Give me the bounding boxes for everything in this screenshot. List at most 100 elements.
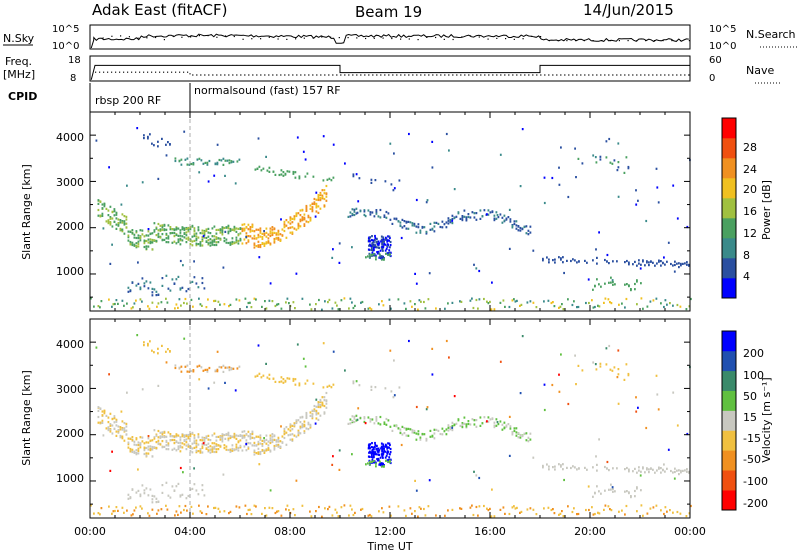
velocity-cell — [291, 424, 294, 427]
power-cell — [291, 226, 294, 229]
power-cell — [117, 222, 120, 225]
velocity-cell — [257, 451, 260, 454]
velocity-cell — [325, 402, 328, 405]
power-cell — [374, 239, 376, 242]
nsearch-point — [636, 40, 638, 42]
velocity-cell — [237, 434, 240, 437]
velocity-cell — [141, 440, 144, 443]
power-cell — [310, 308, 313, 311]
power-cell — [400, 236, 403, 240]
power-cell — [352, 306, 355, 310]
power-cell — [247, 228, 250, 231]
power-cell — [576, 261, 578, 264]
velocity-cell — [521, 335, 524, 338]
velocity-cell — [213, 447, 216, 450]
velocity-cell — [179, 446, 182, 449]
power-cell — [139, 298, 142, 301]
power-cell — [192, 162, 195, 165]
velocity-cell — [680, 471, 682, 474]
velocity-cell — [153, 436, 156, 439]
power-cell — [105, 220, 108, 223]
velocity-cell — [596, 463, 598, 466]
velocity-cell — [303, 423, 306, 426]
velocity-cell — [511, 506, 514, 509]
power-cell — [293, 218, 296, 221]
power-cell — [473, 216, 476, 219]
velocity-cell — [427, 505, 430, 508]
velocity-cell — [193, 440, 196, 443]
power-cell — [151, 248, 154, 251]
velocity-cell — [679, 512, 682, 515]
power-cell — [373, 252, 375, 256]
velocity-cell — [666, 467, 668, 470]
velocity-cell — [595, 455, 597, 458]
velocity-cell — [228, 369, 231, 372]
power-cell — [351, 208, 354, 211]
velocity-cell — [95, 346, 98, 349]
velocity-cell — [121, 437, 124, 440]
velocity-cell — [415, 405, 418, 409]
velocity-cell — [636, 487, 638, 490]
power-cell — [198, 171, 201, 174]
power-cell — [291, 231, 294, 234]
velocity-cell — [211, 450, 214, 453]
power-cell — [638, 262, 640, 265]
velocity-cell — [205, 513, 208, 516]
power-cell — [678, 266, 680, 269]
xtick-0400: 04:00 — [174, 525, 206, 538]
velocity-cell — [251, 436, 254, 439]
velocity-cell — [382, 451, 385, 454]
power-cell — [282, 174, 285, 177]
velocity-cell — [378, 459, 380, 462]
power-cell — [560, 146, 562, 149]
velocity-cell — [429, 435, 432, 438]
velocity-cell — [317, 403, 320, 406]
velocity-cell — [634, 495, 636, 498]
velocity-cell — [195, 451, 198, 454]
power-cell — [618, 303, 620, 306]
power-cell — [599, 158, 602, 161]
velocity-cell — [181, 493, 184, 496]
velocity-cell — [381, 507, 383, 510]
velocity-cell — [367, 455, 370, 458]
power-cell — [97, 214, 100, 217]
velocity-cell — [405, 428, 408, 431]
velocity-cell — [135, 491, 138, 494]
power-cell — [487, 209, 490, 212]
nsearch-point — [155, 36, 157, 39]
velocity-cell — [249, 437, 252, 440]
nsearch-tick-high: 10^5 — [709, 24, 736, 35]
power-cell — [289, 226, 292, 229]
velocity-cell — [271, 433, 274, 436]
power-cell — [411, 305, 413, 308]
velocity-cell — [331, 463, 334, 466]
power-cell — [255, 237, 258, 240]
velocity-cell — [690, 504, 692, 508]
power-cell — [137, 234, 140, 237]
velocity-cell — [175, 485, 178, 488]
power-cell — [644, 264, 646, 267]
power-cell — [519, 229, 522, 232]
velocity-cell — [575, 383, 577, 386]
power-cell — [266, 169, 269, 172]
velocity-cell — [129, 447, 132, 451]
power-cell — [273, 237, 276, 241]
velocity-cell — [277, 438, 280, 441]
power-cell — [187, 238, 190, 241]
power-cell — [625, 156, 628, 159]
nsearch-point — [277, 38, 279, 40]
power-cell — [574, 147, 576, 150]
power-cell — [355, 212, 358, 215]
velocity-cell — [203, 437, 206, 440]
velocity-cell — [688, 470, 690, 473]
power-cell — [160, 301, 163, 304]
power-cell — [424, 307, 427, 310]
velocity-cell — [159, 435, 162, 438]
power-cell — [200, 159, 203, 162]
power-ylabel: Slant Range [km] — [20, 164, 33, 260]
power-cell — [367, 307, 370, 310]
power-cell — [147, 228, 150, 231]
velocity-cell — [171, 438, 174, 442]
velocity-cell — [451, 421, 454, 424]
nsearch-point — [120, 35, 122, 37]
